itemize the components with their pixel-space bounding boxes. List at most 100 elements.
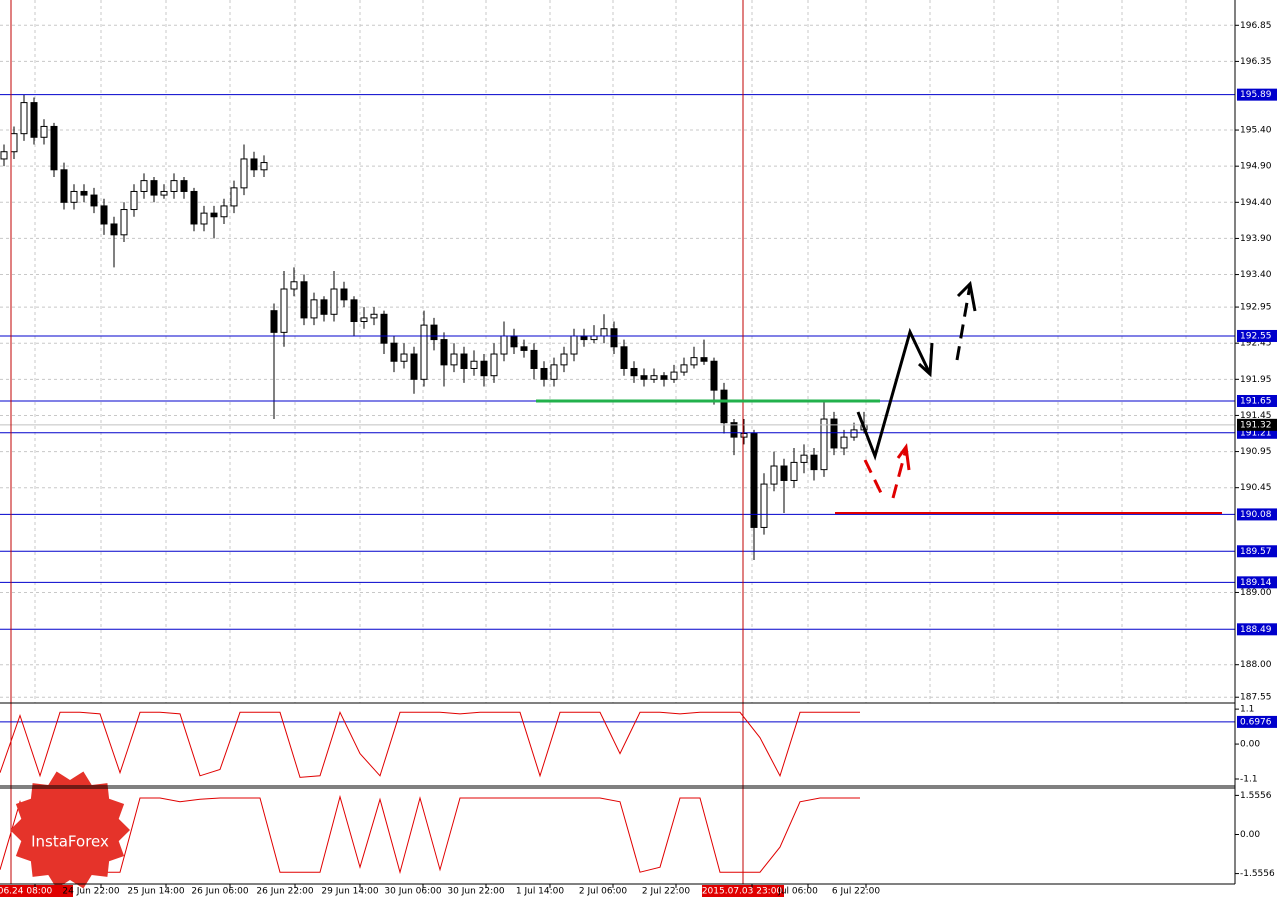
y-tick-label: 0.00 (1240, 830, 1260, 840)
candle-body (650, 375, 658, 380)
level-label: 188.49 (1240, 625, 1272, 635)
level-label-bg (1237, 329, 1277, 342)
candle-body (610, 328, 618, 348)
candle-body (90, 194, 98, 207)
level-label-bg (1237, 88, 1277, 101)
y-tick-label: 190.95 (1240, 447, 1272, 457)
y-tick-label: 193.90 (1240, 234, 1272, 244)
y-tick-label: 196.85 (1240, 21, 1272, 31)
y-tick-label: 196.35 (1240, 57, 1272, 67)
candle-body (690, 357, 698, 366)
candle-body (450, 353, 458, 366)
y-tick-label: 191.95 (1240, 375, 1272, 385)
candle-body (70, 190, 78, 203)
candle-body (700, 357, 708, 362)
alt-forecast (891, 448, 908, 499)
candle-body (210, 212, 218, 218)
candle-body (190, 190, 198, 225)
candle-body (460, 353, 468, 369)
candle-body (310, 299, 318, 319)
candle-body (130, 190, 138, 211)
forecast-arrows (856, 280, 977, 499)
candle-body (590, 335, 598, 341)
level-label: 191.65 (1240, 396, 1272, 406)
forecast-path (856, 327, 932, 461)
x-tick-label: 30 Jun 22:00 (447, 887, 504, 897)
y-tick-label: 194.40 (1240, 198, 1272, 208)
y-tick-label: 188.00 (1240, 660, 1272, 670)
x-tick-label: 30 Jun 06:00 (384, 887, 441, 897)
candle-body (580, 335, 588, 341)
candle-body (620, 346, 628, 369)
level-label: 0.6976 (1240, 717, 1272, 727)
arrow-head (956, 280, 977, 312)
level-label: 191.21 (1240, 428, 1272, 438)
current-price-label: 191.32 (1240, 420, 1272, 430)
indicator-panels (0, 710, 1235, 875)
logo-text: InstaForex (31, 833, 109, 851)
candle-body (220, 205, 228, 218)
y-tick-label: 192.95 (1240, 303, 1272, 313)
candle-body (630, 367, 638, 377)
candle-body (640, 375, 648, 380)
candle-body (710, 360, 718, 391)
alt-forecast (863, 459, 884, 496)
y-tick-label: 0.00 (1240, 740, 1260, 750)
level-label-bg (1237, 623, 1277, 636)
level-label: 189.57 (1240, 547, 1272, 557)
y-tick-label: 194.90 (1240, 162, 1272, 172)
y-tick-label: 187.55 (1240, 693, 1272, 703)
time-label-bg (0, 885, 73, 897)
candle-body (680, 364, 688, 373)
candle-body (20, 102, 28, 135)
level-label-bg (1237, 576, 1277, 589)
candle-body (340, 288, 348, 301)
candle-body (400, 353, 408, 362)
y-tick-label: 192.45 (1240, 339, 1272, 349)
candle-body (280, 288, 288, 333)
candle-body (230, 187, 238, 207)
candle-body (160, 190, 168, 196)
candle-body (290, 281, 298, 290)
candle-body (120, 209, 128, 236)
candle-body (330, 288, 338, 315)
candle-body (560, 353, 568, 366)
arrow-head (896, 443, 911, 471)
level-label: 192.55 (1240, 331, 1272, 341)
candle-body (770, 465, 778, 485)
candle-body (350, 299, 358, 323)
candle-body (550, 364, 558, 380)
y-tick-label: 195.40 (1240, 126, 1272, 136)
candle-body (440, 339, 448, 366)
candle-body (60, 169, 68, 203)
candle-body (530, 349, 538, 369)
candle-body (660, 375, 668, 380)
x-tick-label: 2 Jul 06:00 (579, 887, 628, 897)
candle-body (790, 461, 798, 481)
y-tick-label: 193.40 (1240, 270, 1272, 280)
candle-body (370, 313, 378, 319)
level-label-bg (1237, 715, 1277, 728)
x-tick-label: 2 Jul 22:00 (642, 887, 691, 897)
level-label: 190.08 (1240, 510, 1272, 520)
candle-body (430, 324, 438, 341)
candle-body (840, 436, 848, 449)
candle-body (320, 299, 328, 315)
x-tick-label: 25 Jun 14:00 (127, 887, 184, 897)
candle-body (740, 433, 748, 438)
candle-body (810, 454, 818, 471)
candle-body (730, 422, 738, 438)
candle-body (850, 429, 858, 438)
y-tick-label: -1.5556 (1240, 869, 1275, 879)
candle-body (250, 158, 258, 171)
candle-body (750, 433, 758, 528)
candle-body (170, 180, 178, 192)
time-label-bg (702, 885, 784, 897)
candle-body (820, 418, 828, 471)
candle-body (80, 190, 88, 196)
candle-body (10, 133, 18, 153)
y-tick-label: -1.1 (1240, 775, 1258, 785)
y-tick-label: 189.00 (1240, 588, 1272, 598)
y-tick-label: 1.5556 (1240, 791, 1272, 801)
